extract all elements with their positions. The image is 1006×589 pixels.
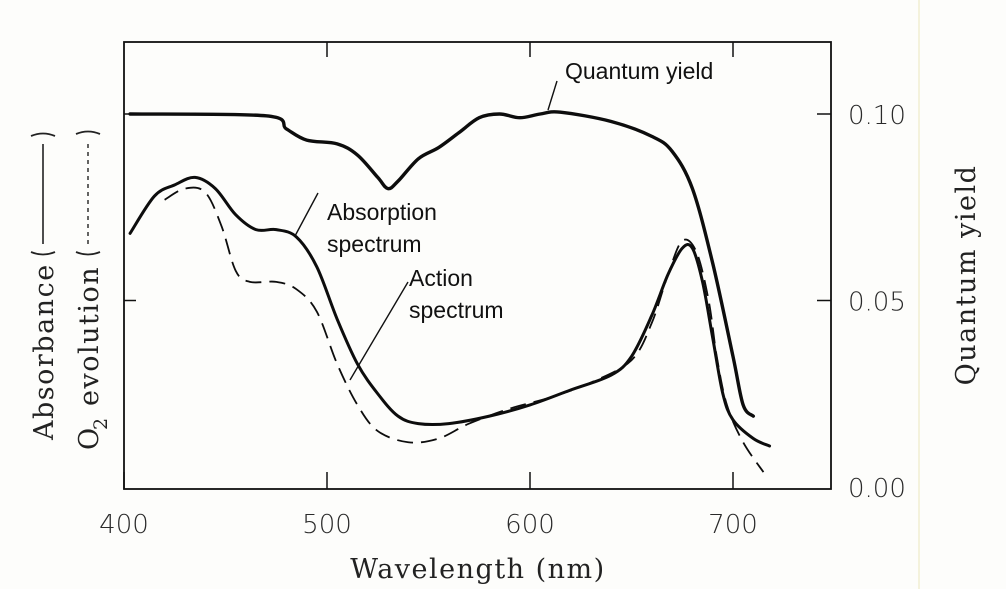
x-tick-label: 700	[708, 510, 758, 540]
annotation-absorption-line2: spectrum	[327, 231, 422, 257]
leader-action	[349, 281, 409, 381]
tick-labels: 400 500 600 700 0.00 0.05 0.10	[99, 101, 906, 540]
annotation-action-line1: Action	[409, 265, 473, 291]
y-axis-left-title-1: Absorbance	[29, 132, 60, 441]
paper-edge	[918, 0, 920, 589]
y-axis-left-title-absorbance: Absorbance	[29, 263, 60, 441]
y-right-tick-label: 0.00	[848, 474, 906, 504]
x-axis-title: Wavelength (nm)	[350, 554, 605, 585]
annotation-leaders	[294, 80, 558, 381]
quantum-yield-line	[128, 110, 755, 418]
dashed-line-legend-open	[75, 251, 101, 256]
ticks	[123, 42, 831, 489]
y-axis-left-title-o2-subscript: 2	[90, 416, 112, 430]
absorption-spectrum-line	[128, 175, 772, 448]
solid-line-legend-close	[30, 132, 56, 137]
leader-quantum-yield	[547, 80, 558, 111]
plot-frame	[123, 41, 832, 490]
x-tick-label: 500	[302, 510, 352, 540]
series-group	[128, 110, 772, 473]
y-axis-left-title-o2: O	[74, 426, 105, 450]
dashed-line-legend-close	[75, 130, 101, 135]
y-axis-right-title: Quantum yield	[951, 165, 982, 386]
x-tick-label: 400	[99, 510, 149, 540]
y-right-tick-label: 0.10	[848, 101, 906, 131]
annotation-absorption-line1: Absorption	[327, 199, 437, 225]
leader-absorption	[294, 192, 319, 237]
annotation-action-line2: spectrum	[409, 297, 504, 323]
y-right-tick-label: 0.05	[848, 288, 906, 318]
y-axis-left-title-evolution: evolution	[74, 266, 105, 406]
x-tick-label: 600	[505, 510, 555, 540]
solid-line-legend-icon	[30, 251, 56, 256]
annotation-quantum-yield: Quantum yield	[565, 58, 713, 84]
action-spectrum-line	[164, 186, 765, 473]
y-axis-left-title-2: O 2 evolution	[74, 130, 112, 450]
